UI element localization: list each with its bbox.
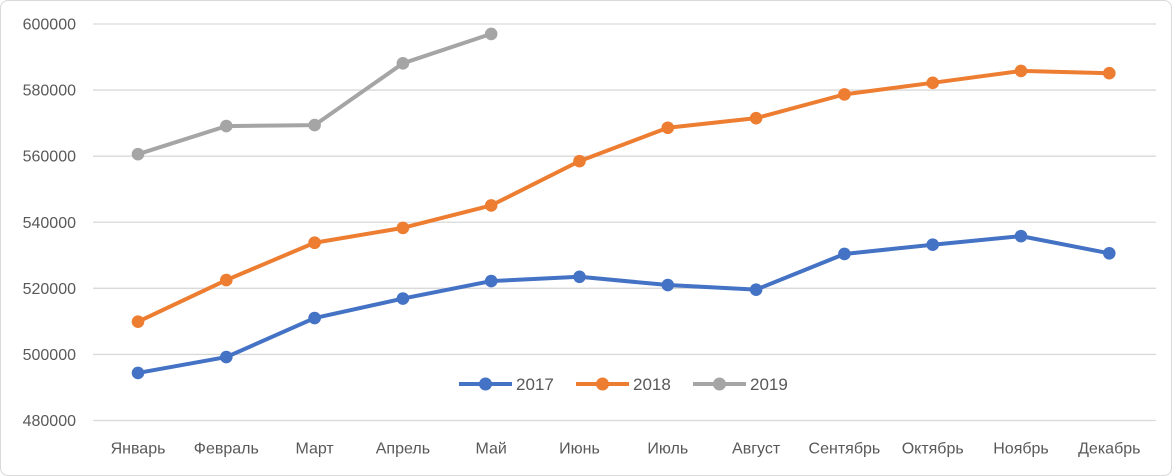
series-2017-marker bbox=[926, 238, 939, 252]
legend-item-label: 2017 bbox=[516, 375, 554, 394]
series-2018-line bbox=[136, 68, 1112, 324]
x-axis-category-label: Март bbox=[295, 441, 334, 458]
x-axis-category-label: Декабрь bbox=[1078, 441, 1140, 458]
series-2018-marker bbox=[308, 236, 321, 250]
series-2018-marker bbox=[749, 111, 763, 125]
series-2018-marker bbox=[131, 315, 145, 329]
series-2019-line bbox=[136, 31, 494, 157]
y-axis-tick-label: 560000 bbox=[23, 149, 76, 166]
legend-item-2017: 2017 bbox=[459, 375, 554, 394]
x-axis-category-label: Июль bbox=[647, 441, 688, 458]
x-axis-category-label: Ноябрь bbox=[993, 441, 1049, 458]
series-2018-marker bbox=[484, 199, 498, 212]
series-2018-marker bbox=[838, 88, 851, 101]
series-2017-marker bbox=[1103, 247, 1116, 260]
series-2017-marker bbox=[484, 274, 498, 288]
y-gridlines bbox=[93, 23, 1156, 422]
legend-item-label: 2018 bbox=[633, 375, 671, 394]
x-axis-category-label: Июнь bbox=[559, 441, 600, 458]
legend-item-2019: 2019 bbox=[693, 375, 788, 394]
y-axis-tick-label: 580000 bbox=[23, 83, 76, 100]
series-2017-marker bbox=[661, 278, 675, 292]
y-axis-tick-label: 500000 bbox=[23, 347, 76, 364]
legend-item-label: 2019 bbox=[750, 375, 788, 394]
y-axis-tick-label: 600000 bbox=[23, 17, 76, 34]
legend-marker-dot bbox=[713, 377, 726, 391]
series-2019-marker bbox=[131, 147, 145, 161]
series-2017-marker bbox=[308, 311, 321, 325]
series-2018-marker bbox=[1103, 66, 1116, 80]
x-axis-category-label: Май bbox=[476, 441, 507, 458]
x-axis-category-label: Январь bbox=[111, 441, 166, 458]
series-2017-marker bbox=[838, 247, 851, 261]
series-2018 bbox=[131, 64, 1116, 329]
x-axis-category-label: Октябрь bbox=[902, 441, 964, 458]
legend-marker-dot bbox=[479, 377, 492, 391]
series-2018-marker bbox=[396, 221, 410, 235]
y-axis-tick-label: 480000 bbox=[23, 413, 76, 430]
series-2017 bbox=[131, 229, 1116, 380]
x-axis-category-label: Август bbox=[732, 441, 781, 458]
legend-item-2018: 2018 bbox=[576, 375, 671, 394]
series-2018-marker bbox=[926, 76, 939, 90]
series-2017-marker bbox=[396, 292, 410, 305]
series-2019-marker bbox=[220, 119, 233, 133]
series-2019-marker bbox=[308, 118, 321, 132]
series-2017-marker bbox=[573, 270, 586, 284]
series-2017-marker bbox=[749, 283, 763, 296]
series-2018-marker bbox=[573, 154, 586, 168]
x-axis-labels: Январь Февраль Март Апрель Май Июнь Июль Август… bbox=[111, 441, 1141, 458]
series-2019 bbox=[131, 27, 498, 161]
y-axis-tick-label: 540000 bbox=[23, 215, 76, 232]
legend-marker-dot bbox=[596, 377, 609, 391]
series-2019-marker bbox=[396, 57, 410, 70]
series-2017-marker bbox=[131, 366, 145, 380]
series-2017-marker bbox=[220, 350, 233, 364]
series-2018-marker bbox=[220, 273, 233, 287]
x-axis-category-label: Апрель bbox=[376, 441, 430, 458]
x-axis-category-label: Февраль bbox=[194, 441, 259, 458]
series-2017-line bbox=[136, 234, 1112, 375]
series-2018-marker bbox=[1014, 64, 1028, 78]
y-axis-labels: 600000 580000 560000 540000 520000 500000 4800… bbox=[23, 17, 76, 431]
series-2017-marker bbox=[1014, 229, 1028, 243]
y-axis-tick-label: 520000 bbox=[23, 281, 76, 298]
series-2019-marker bbox=[484, 27, 498, 41]
x-axis-category-label: Сентябрь bbox=[809, 441, 881, 458]
series-2018-marker bbox=[661, 121, 675, 135]
legend: 2017 2018 2019 bbox=[459, 375, 788, 394]
